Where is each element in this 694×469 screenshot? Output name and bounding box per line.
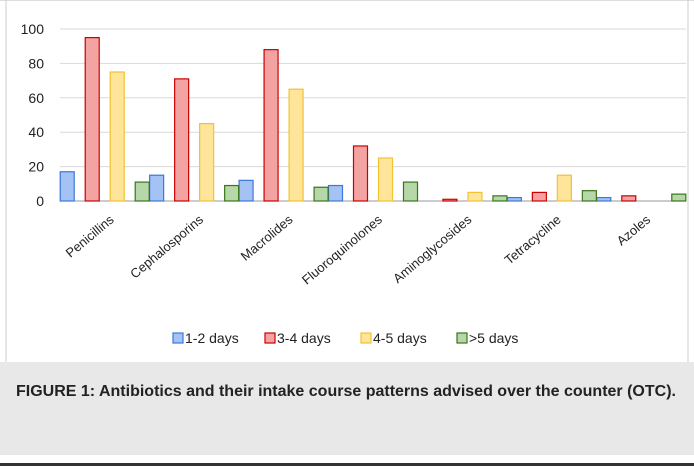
y-tick-label: 20 [28,159,44,175]
x-axis-categories: Penicillins Cephalosporins Macrolides Fluor… [63,211,654,287]
y-tick-label: 0 [36,193,44,209]
x-category-label: Cephalosporins [127,211,206,281]
bar [327,184,344,202]
bar [581,190,597,202]
bar [377,157,394,202]
bar [149,174,165,202]
y-tick-label: 40 [28,124,44,140]
bar [556,174,572,202]
x-category-label: Azoles [614,211,654,248]
bar [238,179,254,202]
legend-label: 4-5 days [373,330,427,346]
x-category-label: Macrolides [238,211,296,263]
legend-label: 3-4 days [277,330,331,346]
bar [531,191,547,202]
bar [109,71,125,202]
x-category-label: Aminoglycosides [390,211,475,286]
bar [59,171,75,202]
bar [174,78,190,202]
x-category-label: Tetracycline [502,212,564,268]
legend-swatch [456,332,468,344]
bar [467,191,483,202]
legend-swatch [360,332,372,344]
bar [596,196,612,202]
figure-caption: FIGURE 1: Antibiotics and their intake c… [16,383,676,400]
bar [134,181,150,202]
bar [671,193,687,202]
bar [352,145,369,202]
legend-label: 1-2 days [185,330,239,346]
y-tick-label: 100 [21,21,45,37]
x-category-label: Fluoroquinolones [299,211,385,287]
figure-caption-box: FIGURE 1: Antibiotics and their intake c… [0,362,694,455]
y-tick-label: 80 [28,55,44,71]
legend-label: >5 days [469,330,518,346]
bar [492,195,508,202]
bar [506,196,522,202]
bar [263,49,279,202]
legend: 1-2 days 3-4 days 4-5 days >5 days [172,330,518,346]
y-tick-label: 60 [28,90,44,106]
bar-chart: 0 20 40 60 80 100 Penicillins Cephalosporins Ma… [0,0,694,362]
gridlines [60,28,686,202]
bar [224,184,240,202]
bar [402,181,419,202]
bar [313,186,329,202]
bottom-divider [0,463,694,466]
legend-swatch [264,332,276,344]
bar [288,88,304,202]
bars [59,36,687,202]
y-axis-ticks: 0 20 40 60 80 100 [21,21,45,209]
bar [199,122,215,202]
bar [84,36,100,202]
legend-swatch [172,332,184,344]
chart-panel: 0 20 40 60 80 100 Penicillins Cephalosporins Ma… [0,0,694,362]
bar [442,198,458,202]
bar [621,195,637,202]
x-category-label: Penicillins [63,211,117,260]
